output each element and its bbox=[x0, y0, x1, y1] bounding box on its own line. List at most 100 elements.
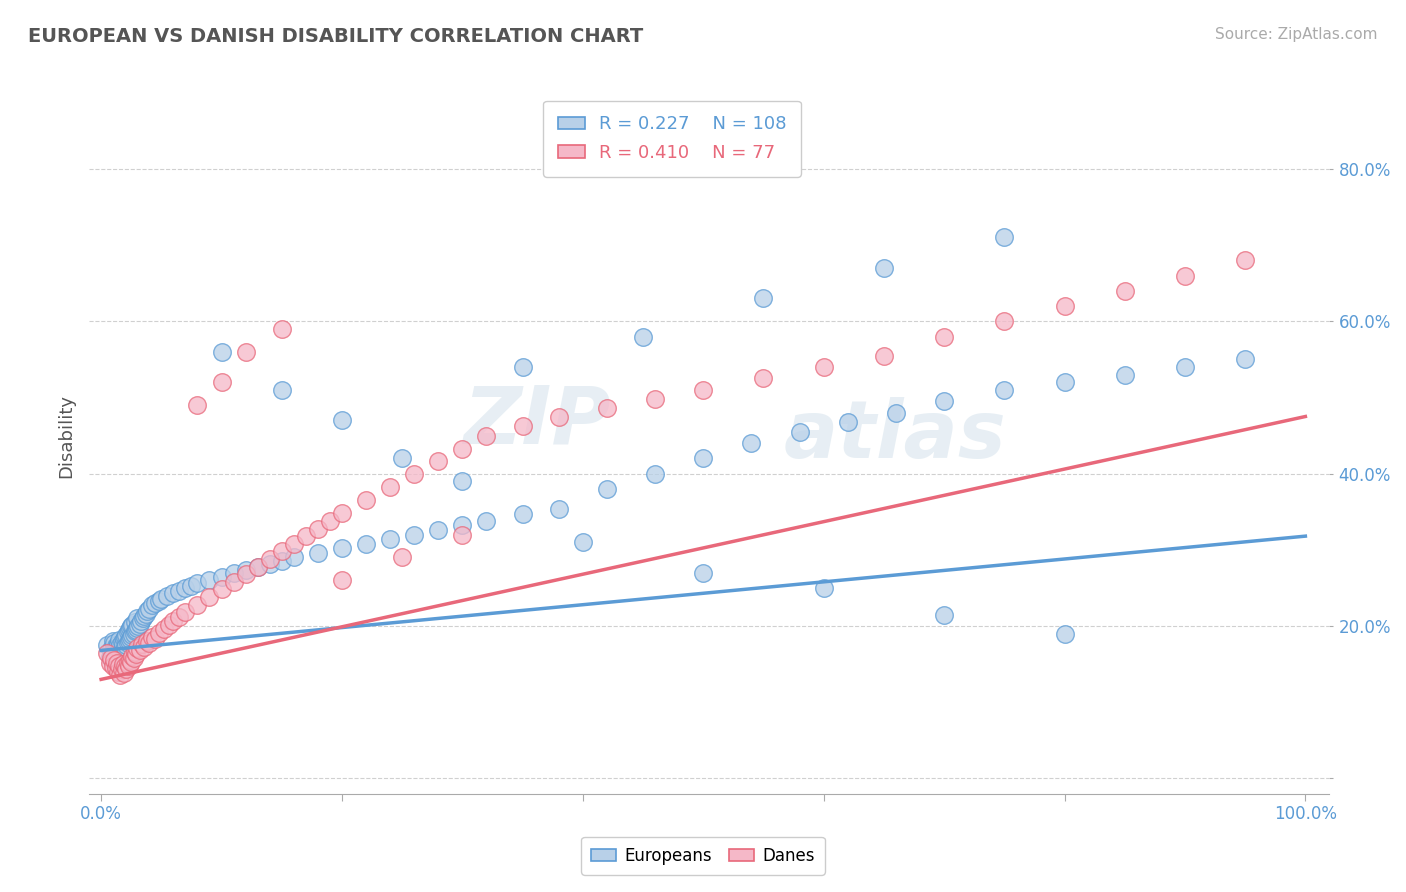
Point bbox=[128, 616, 150, 631]
Point bbox=[211, 344, 233, 359]
Point bbox=[354, 537, 377, 551]
Point bbox=[932, 607, 955, 622]
Point bbox=[283, 550, 305, 565]
Point bbox=[101, 658, 124, 673]
Point bbox=[211, 375, 233, 389]
Point bbox=[752, 371, 775, 385]
Point bbox=[512, 507, 534, 521]
Point bbox=[112, 642, 135, 657]
Point bbox=[162, 615, 184, 629]
Point bbox=[378, 532, 401, 546]
Point bbox=[107, 665, 129, 679]
Point bbox=[122, 651, 145, 665]
Point bbox=[115, 662, 138, 676]
Point bbox=[993, 230, 1015, 244]
Point bbox=[96, 646, 118, 660]
Point bbox=[186, 398, 208, 412]
Point bbox=[235, 344, 257, 359]
Point bbox=[125, 647, 148, 661]
Text: ZIP: ZIP bbox=[463, 383, 610, 460]
Text: atlas: atlas bbox=[783, 397, 1007, 475]
Point bbox=[319, 514, 342, 528]
Point bbox=[813, 581, 835, 595]
Point bbox=[174, 581, 197, 595]
Point bbox=[111, 637, 134, 651]
Point bbox=[135, 607, 157, 621]
Point bbox=[134, 640, 156, 654]
Point bbox=[114, 630, 136, 644]
Point bbox=[186, 598, 208, 612]
Point bbox=[101, 653, 124, 667]
Point bbox=[135, 633, 157, 648]
Point bbox=[740, 436, 762, 450]
Point bbox=[101, 643, 124, 657]
Point bbox=[162, 586, 184, 600]
Point bbox=[103, 636, 125, 650]
Point bbox=[131, 637, 153, 651]
Point bbox=[100, 641, 122, 656]
Point bbox=[128, 643, 150, 657]
Point bbox=[873, 260, 896, 275]
Point bbox=[572, 535, 595, 549]
Point bbox=[121, 648, 143, 663]
Point bbox=[127, 611, 149, 625]
Point bbox=[1053, 299, 1076, 313]
Point bbox=[148, 626, 170, 640]
Point bbox=[112, 665, 135, 680]
Point bbox=[391, 451, 413, 466]
Point bbox=[127, 641, 149, 656]
Point bbox=[115, 638, 138, 652]
Point bbox=[120, 655, 142, 669]
Point bbox=[235, 563, 257, 577]
Point bbox=[596, 401, 619, 416]
Point bbox=[512, 359, 534, 374]
Point bbox=[121, 617, 143, 632]
Point bbox=[1174, 268, 1197, 283]
Point bbox=[105, 651, 128, 665]
Text: EUROPEAN VS DANISH DISABILITY CORRELATION CHART: EUROPEAN VS DANISH DISABILITY CORRELATIO… bbox=[28, 27, 644, 45]
Point bbox=[110, 668, 132, 682]
Point bbox=[813, 359, 835, 374]
Point bbox=[295, 529, 318, 543]
Point bbox=[122, 626, 145, 640]
Point bbox=[1174, 359, 1197, 374]
Point bbox=[404, 527, 426, 541]
Point bbox=[115, 628, 138, 642]
Point bbox=[118, 632, 141, 646]
Point bbox=[198, 574, 221, 588]
Point bbox=[138, 601, 160, 615]
Point bbox=[104, 661, 127, 675]
Point bbox=[152, 622, 174, 636]
Point bbox=[121, 628, 143, 642]
Point bbox=[110, 649, 132, 664]
Point bbox=[148, 594, 170, 608]
Legend: Europeans, Danes: Europeans, Danes bbox=[581, 837, 825, 875]
Point bbox=[114, 640, 136, 655]
Point bbox=[404, 467, 426, 482]
Point bbox=[1114, 368, 1136, 382]
Point bbox=[135, 604, 157, 618]
Point bbox=[110, 646, 132, 660]
Point bbox=[132, 611, 155, 625]
Point bbox=[222, 574, 245, 589]
Point bbox=[283, 537, 305, 551]
Point bbox=[169, 584, 191, 599]
Point bbox=[108, 644, 131, 658]
Point bbox=[631, 329, 654, 343]
Point bbox=[307, 522, 329, 536]
Point bbox=[169, 610, 191, 624]
Point bbox=[157, 618, 180, 632]
Point bbox=[246, 559, 269, 574]
Point bbox=[105, 656, 128, 670]
Point bbox=[644, 467, 666, 481]
Point bbox=[1234, 352, 1257, 367]
Point bbox=[103, 646, 125, 660]
Point bbox=[117, 656, 139, 670]
Point bbox=[547, 502, 569, 516]
Point bbox=[143, 632, 166, 646]
Point bbox=[127, 621, 149, 635]
Point bbox=[107, 647, 129, 661]
Point bbox=[1053, 626, 1076, 640]
Point bbox=[692, 451, 714, 466]
Point bbox=[118, 658, 141, 673]
